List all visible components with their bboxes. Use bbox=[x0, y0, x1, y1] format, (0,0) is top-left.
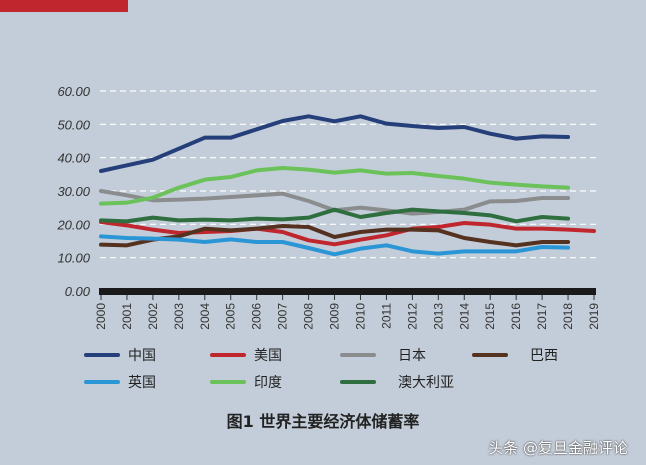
series-line bbox=[99, 207, 571, 224]
x-tick-label: 2011 bbox=[379, 303, 393, 329]
legend-swatch bbox=[210, 353, 246, 357]
legend-swatch bbox=[84, 353, 120, 357]
legend-label: 巴西 bbox=[530, 348, 558, 364]
legend-swatch bbox=[340, 353, 376, 357]
legend-label: 英国 bbox=[128, 375, 156, 391]
x-tick-label: 2017 bbox=[535, 303, 549, 330]
x-tick-label: 2005 bbox=[224, 303, 238, 330]
series-line bbox=[99, 224, 571, 248]
x-tick-label: 2016 bbox=[509, 303, 523, 330]
line-chart: 0.00 10.00 20.00 30.00 40.00 50.00 60.00 2000 20… bbox=[56, 84, 601, 330]
legend-swatch bbox=[472, 353, 508, 357]
legend-swatch bbox=[84, 380, 120, 384]
x-tick-label: 2019 bbox=[587, 303, 601, 330]
legend-label: 日本 bbox=[398, 348, 426, 364]
y-tick-label: 40.00 bbox=[57, 151, 90, 166]
x-tick-label: 2004 bbox=[198, 303, 212, 330]
legend-label: 中国 bbox=[128, 348, 156, 364]
x-tick-label: 2014 bbox=[457, 303, 471, 330]
legend-item: 英国 bbox=[84, 372, 156, 392]
x-tick-label: 2013 bbox=[431, 303, 445, 330]
legend-item: 中国 bbox=[84, 345, 156, 365]
x-tick-label: 2012 bbox=[405, 303, 419, 330]
legend-item: 巴西 bbox=[472, 345, 558, 365]
legend-item: 日本 bbox=[340, 345, 426, 365]
legend-swatch bbox=[210, 380, 246, 384]
x-tick-label: 2003 bbox=[172, 303, 186, 330]
y-tick-label: 30.00 bbox=[57, 184, 90, 199]
series-line bbox=[99, 166, 571, 206]
x-tick-label: 2002 bbox=[146, 303, 160, 330]
x-tick-label: 2001 bbox=[120, 303, 134, 330]
x-tick-label: 2007 bbox=[276, 303, 290, 330]
x-tick-label: 2018 bbox=[561, 303, 575, 330]
series-line bbox=[99, 220, 596, 247]
header-accent-bar bbox=[0, 0, 128, 12]
legend-label: 印度 bbox=[254, 375, 282, 391]
legend-swatch bbox=[340, 380, 376, 384]
x-tick-label: 2008 bbox=[302, 303, 316, 330]
x-tick-label: 2009 bbox=[328, 303, 342, 330]
legend-item: 美国 bbox=[210, 345, 282, 365]
x-tick-label: 2010 bbox=[353, 303, 367, 330]
watermark: 头条 @复旦金融评论 bbox=[488, 439, 628, 457]
chart-title: 图1 世界主要经济体储蓄率 bbox=[226, 412, 420, 431]
y-tick-label: 0.00 bbox=[65, 284, 91, 299]
x-tick-label: 2000 bbox=[94, 303, 108, 330]
x-tick-label: 2006 bbox=[250, 303, 264, 330]
legend-label: 澳大利亚 bbox=[398, 375, 454, 391]
y-tick-label: 60.00 bbox=[57, 84, 90, 99]
y-tick-label: 10.00 bbox=[57, 251, 90, 266]
x-tick-label: 2015 bbox=[483, 303, 497, 330]
series-line bbox=[99, 234, 571, 257]
legend-item: 澳大利亚 bbox=[340, 372, 454, 392]
legend-item: 印度 bbox=[210, 372, 282, 392]
series-line bbox=[99, 114, 571, 173]
y-tick-label: 50.00 bbox=[57, 117, 90, 132]
legend-label: 美国 bbox=[254, 348, 282, 364]
x-axis-bar bbox=[99, 288, 596, 295]
y-tick-label: 20.00 bbox=[56, 217, 90, 232]
